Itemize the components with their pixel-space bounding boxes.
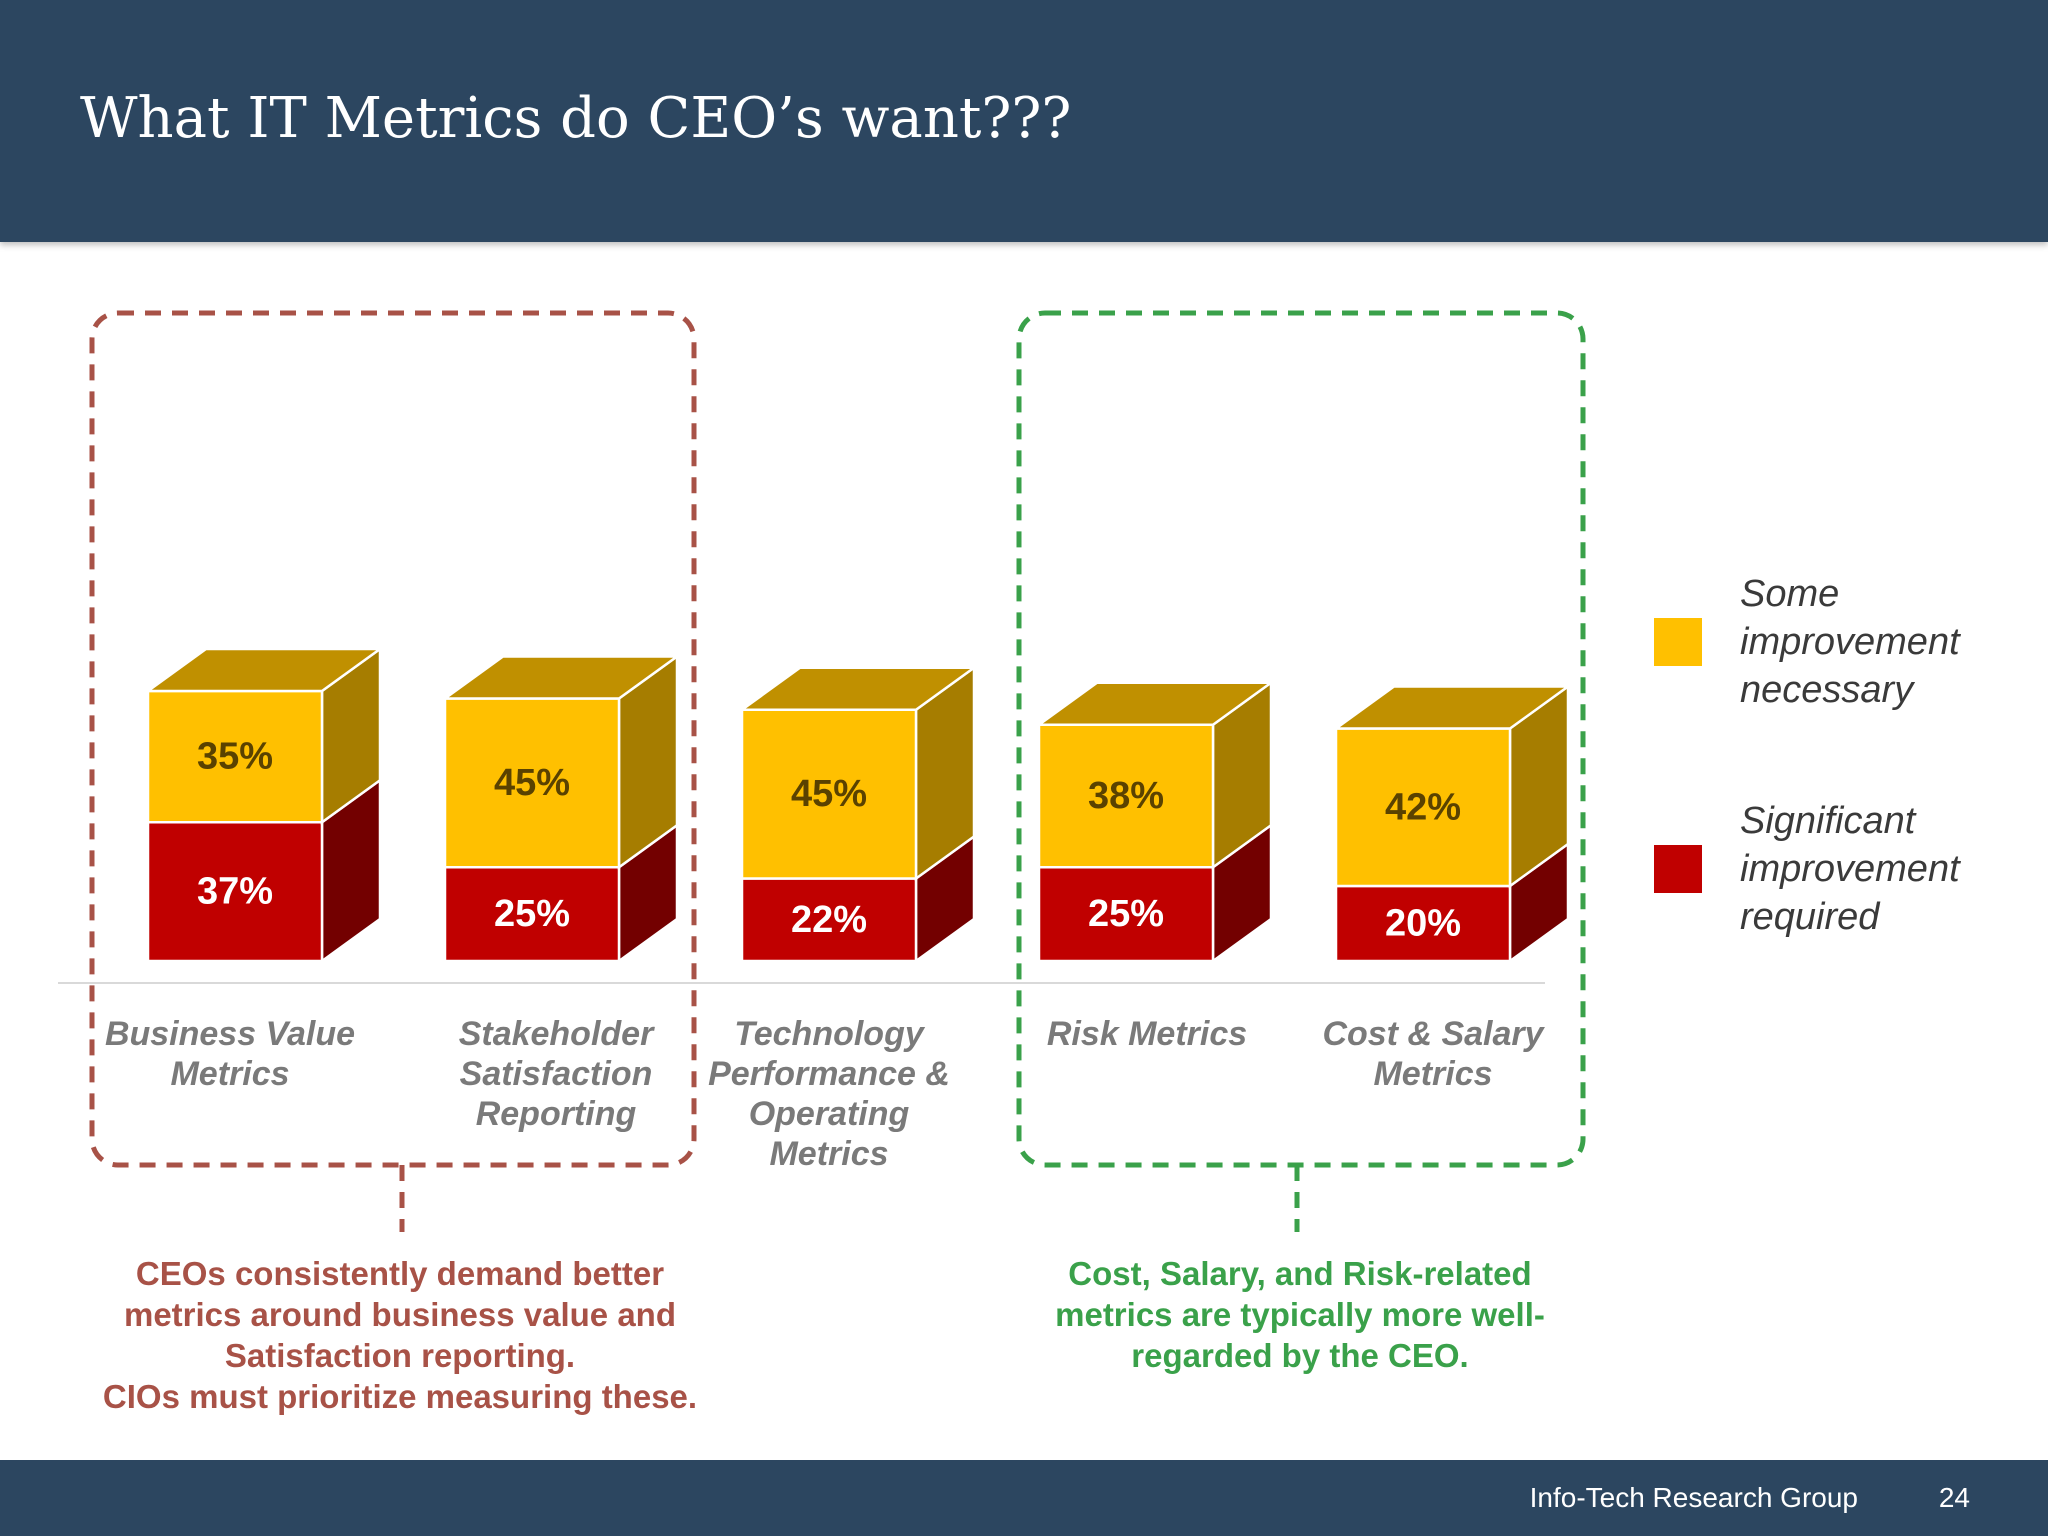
bar-group <box>738 665 978 964</box>
bar-group <box>441 654 681 964</box>
category-label: Technology Performance & Operating Metrics <box>679 1014 979 1174</box>
legend-label-line: required <box>1740 896 1880 938</box>
bar-segment-some <box>146 689 324 824</box>
legend-label: Some improvement necessary <box>1740 570 2020 714</box>
data-label-some: 45% <box>494 762 570 804</box>
category-label-line: Cost & Salary <box>1322 1015 1544 1053</box>
bar-segment-some <box>740 708 918 880</box>
bar-segment-some <box>1334 727 1512 888</box>
data-label-significant: 25% <box>1088 893 1164 935</box>
data-label-some: 42% <box>1385 786 1461 828</box>
category-label: Risk Metrics <box>997 1014 1297 1054</box>
footer-org: Info-Tech Research Group <box>1529 1482 1858 1513</box>
callout-right-line: regarded by the CEO. <box>1131 1337 1469 1374</box>
category-label-line: Technology <box>734 1015 924 1053</box>
slide-header: What IT Metrics do CEO’s want??? <box>0 0 2048 242</box>
bar-top <box>1332 685 1572 730</box>
legend-label: Significant improvement required <box>1740 797 2020 941</box>
data-label-significant: 22% <box>791 899 867 941</box>
category-label-line: Satisfaction <box>459 1055 653 1093</box>
bar-segment-some <box>1037 723 1215 869</box>
bar-top <box>1035 681 1275 726</box>
category-label-line: Stakeholder <box>458 1015 654 1053</box>
callout-right-line: Cost, Salary, and Risk-related <box>1068 1255 1532 1292</box>
callout-left-line: metrics around business value and <box>123 1296 676 1333</box>
category-label: Cost & Salary Metrics <box>1283 1014 1583 1094</box>
callout-right-line: metrics are typically more well- <box>1055 1296 1545 1333</box>
bar-segment-significant <box>740 877 918 963</box>
data-label-some: 35% <box>197 736 273 778</box>
legend-label-line: Some <box>1740 573 1840 615</box>
category-label-line: Metrics <box>1373 1055 1493 1093</box>
bar-segment-significant <box>146 821 324 963</box>
callout-left-line: CIOs must prioritize measuring these. <box>102 1378 698 1415</box>
legend-swatch <box>1654 618 1702 666</box>
bar-segment-significant <box>1334 884 1512 963</box>
slide-title: What IT Metrics do CEO’s want??? <box>80 86 1072 151</box>
bar-group <box>1035 680 1275 964</box>
bar-group <box>144 646 384 964</box>
bar-top <box>441 655 681 700</box>
legend-label-line: improvement <box>1740 621 1960 663</box>
data-label-significant: 20% <box>1385 903 1461 945</box>
legend-label-line: necessary <box>1740 669 1914 711</box>
slide-footer: Info-Tech Research Group 24 <box>0 1460 2048 1536</box>
highlight-box-left <box>89 310 697 1168</box>
legend-swatch <box>1654 845 1702 893</box>
data-label-significant: 25% <box>494 893 570 935</box>
highlight-box-right <box>1016 310 1586 1168</box>
bar-segment-significant <box>1037 866 1215 963</box>
callout-left-text: CEOs consistently demand better metrics … <box>60 1253 740 1417</box>
callout-left-line: CEOs consistently demand better <box>135 1255 665 1292</box>
category-label-line: Performance & <box>708 1055 950 1093</box>
legend-label-line: improvement <box>1740 848 1960 890</box>
category-label-line: Risk Metrics <box>1046 1015 1248 1053</box>
data-label-significant: 37% <box>197 871 273 913</box>
category-label: Stakeholder Satisfaction Reporting <box>406 1014 706 1134</box>
legend-label-line: Significant <box>1740 800 1916 842</box>
bar-top <box>144 647 384 693</box>
category-label-line: Reporting <box>475 1095 637 1133</box>
bar-segment-significant <box>443 866 621 963</box>
data-label-some: 45% <box>791 773 867 815</box>
category-label-line: Metrics <box>170 1055 290 1093</box>
page-number: 24 <box>1938 1482 1970 1513</box>
category-label-line: Operating <box>748 1095 910 1133</box>
callout-left-line: Satisfaction reporting. <box>224 1337 576 1374</box>
category-label-line: Metrics <box>769 1135 889 1173</box>
category-label-line: Business Value <box>104 1015 356 1053</box>
category-label: Business Value Metrics <box>80 1014 380 1094</box>
bar-top <box>738 666 978 711</box>
callout-right-text: Cost, Salary, and Risk-related metrics a… <box>1000 1253 1600 1376</box>
bar-group <box>1332 684 1572 964</box>
data-label-some: 38% <box>1088 775 1164 817</box>
